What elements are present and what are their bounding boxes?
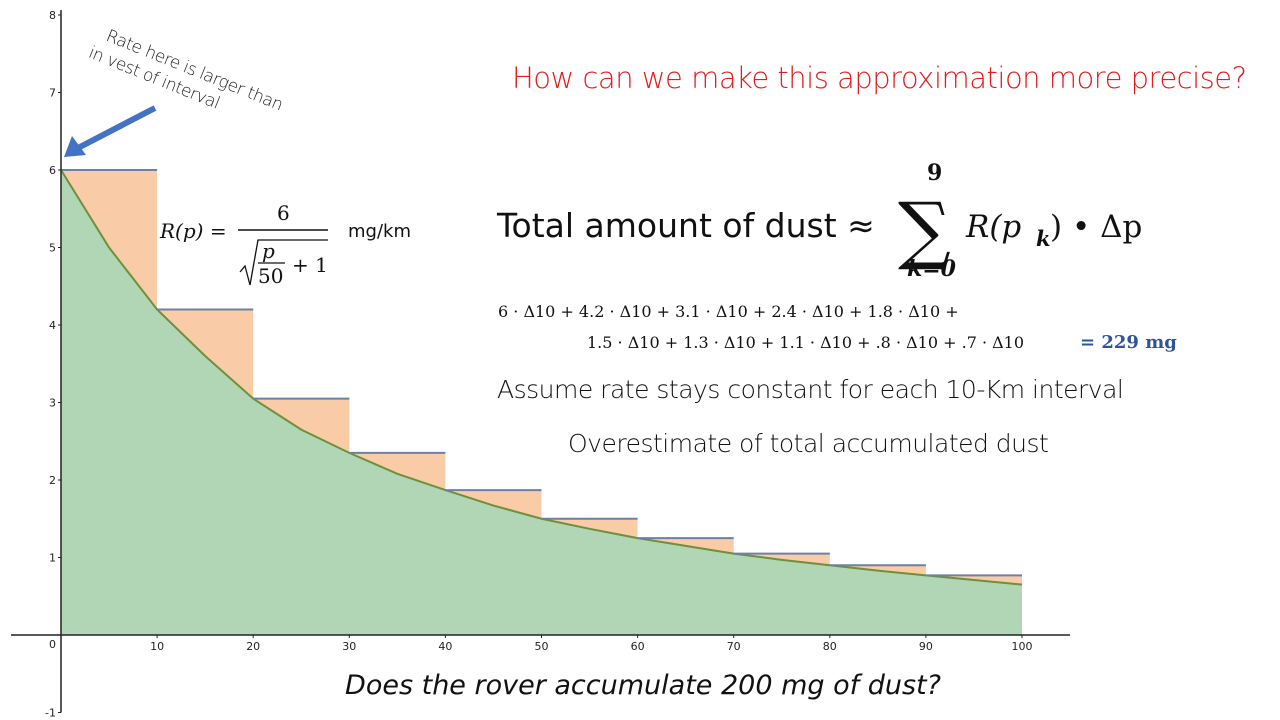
x-tick-label: 10: [150, 640, 164, 653]
x-tick-label: 70: [727, 640, 741, 653]
annotation: Rate here is larger than in vest of inte…: [86, 26, 286, 115]
y-tick-label: 4: [49, 319, 56, 332]
sum-term: R(p: [965, 209, 1021, 245]
x-tick-label: 30: [342, 640, 356, 653]
plot: 10 20 30 40 50 60 70 80 90 100 -1 0 1 2 3 4 5 6 7 8: [11, 9, 1071, 720]
plus-one: + 1: [292, 253, 328, 277]
y-tick-label: 5: [49, 242, 56, 255]
sum-lower: k=0: [907, 256, 957, 282]
y-tick-label: 3: [49, 397, 56, 410]
rate-formula: R(p) = 6 p 50 + 1: [159, 201, 328, 288]
sqrt-sign: [239, 239, 328, 286]
x-tick-label: 50: [535, 640, 549, 653]
sum-sub: k: [1036, 226, 1051, 251]
formula-lhs: R(p) =: [159, 219, 227, 243]
bottom-question: Does the rover accumulate 200 mg of dust…: [345, 670, 941, 701]
x-tick-label: 90: [919, 640, 933, 653]
conclusion: Overestimate of total accumulated dust: [568, 429, 1048, 458]
sum-upper: 9: [927, 160, 942, 186]
numerator: 6: [277, 201, 290, 225]
y-tick-label: 8: [49, 9, 56, 22]
arrow: [76, 105, 157, 151]
y-tick-label: 7: [49, 87, 56, 100]
arrow-head: [64, 136, 86, 157]
question: How can we make this approximation more …: [512, 61, 1247, 95]
sigma: ∑: [898, 187, 951, 273]
y-tick-label: 6: [49, 164, 56, 177]
x-tick-label: 20: [246, 640, 260, 653]
expansion-line: 6 · Δ10 + 4.2 · Δ10 + 3.1 · Δ10 + 2.4 · …: [498, 302, 959, 321]
y-tick-label: 1: [49, 552, 56, 565]
sum-rest: ) • Δp: [1050, 209, 1142, 245]
curve-area: [61, 170, 1022, 635]
x-tick-label: 60: [631, 640, 645, 653]
x-tick-label: 80: [823, 640, 837, 653]
sum-lhs: Total amount of dust ≈: [496, 206, 875, 245]
y-tick-label: -1: [45, 707, 56, 720]
fifty: 50: [258, 264, 283, 288]
assumption: Assume rate stays constant for each 10-K…: [497, 375, 1123, 404]
p: p: [262, 239, 275, 263]
x-tick-label: 40: [438, 640, 452, 653]
expansion-line: 1.5 · Δ10 + 1.3 · Δ10 + 1.1 · Δ10 + .8 ·…: [587, 333, 1024, 352]
x-tick-label: 100: [1012, 640, 1033, 653]
y-tick-label: 0: [49, 638, 56, 651]
result: = 229 mg: [1080, 332, 1177, 353]
y-tick-label: 2: [49, 474, 56, 487]
unit: mg/km: [348, 221, 411, 242]
